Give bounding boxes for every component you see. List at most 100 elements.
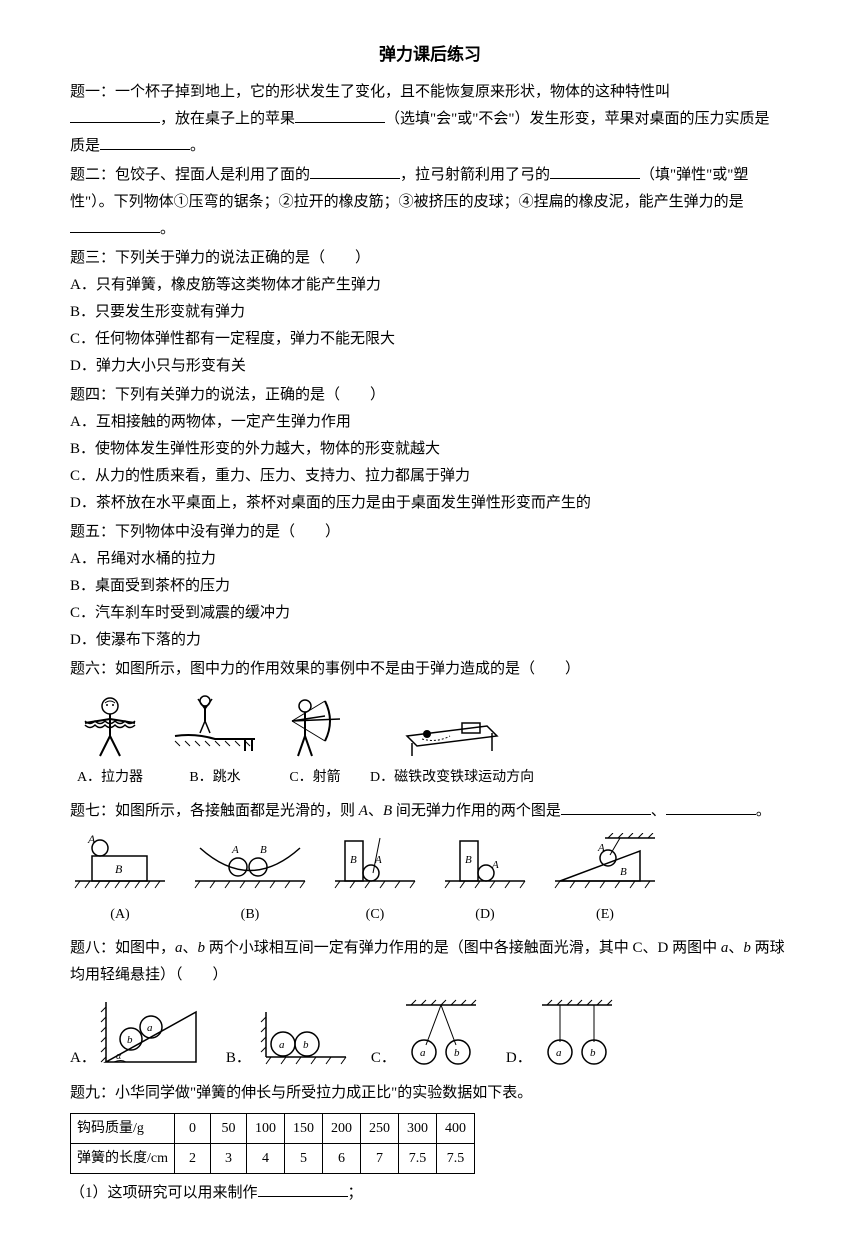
q9-sub1: （1）这项研究可以用来制作: [70, 1185, 258, 1201]
q7-fig-c-label: (C): [366, 902, 385, 927]
q8-opt-b-label: B．: [226, 1045, 251, 1072]
q1-blank2[interactable]: [295, 108, 385, 123]
question-9: 题九：小华同学做"弹簧的伸长与所受拉力成正比"的实验数据如下表。 钩码质量/g …: [70, 1080, 790, 1207]
svg-text:B: B: [115, 862, 123, 876]
q8-label: 题八：: [70, 940, 115, 956]
q1-text4: 。: [190, 138, 205, 154]
q8-b2: b: [743, 940, 751, 956]
table-row: 弹簧的长度/cm 2 3 4 5 6 7 7.5 7.5: [71, 1144, 475, 1174]
q8-diagram-d: a b: [532, 997, 622, 1072]
q7-blank1[interactable]: [561, 800, 651, 815]
q1-blank1[interactable]: [70, 108, 160, 123]
question-6: 题六：如图所示，图中力的作用效果的事例中不是由于弹力造成的是（） A．拉力器: [70, 656, 790, 790]
svg-text:a: a: [279, 1039, 285, 1051]
svg-text:A: A: [374, 854, 382, 866]
q7-text2: 、: [368, 803, 383, 819]
q7-diagram-d: B A: [440, 833, 530, 898]
svg-text:α: α: [116, 1051, 122, 1062]
q8-text3: 两个小球相互间一定有弹力作用的是（图中各接触面光滑，其中 C、D 两图中: [205, 940, 721, 956]
q5-stem-end: ）: [325, 524, 340, 540]
svg-text:b: b: [590, 1047, 596, 1059]
question-5: 题五：下列物体中没有弹力的是（） A．吊绳对水桶的拉力 B．桌面受到茶杯的压力 …: [70, 519, 790, 654]
q4-stem-end: ）: [370, 387, 385, 403]
q6-figures: A．拉力器 B．跳水: [70, 691, 790, 790]
q4-option-d: D．茶杯放在水平桌面上，茶杯对桌面的压力是由于桌面发生弹性形变而产生的: [70, 490, 790, 517]
question-7: 题七：如图所示，各接触面都是光滑的，则 A、B 间无弹力作用的两个图是、。 A …: [70, 798, 790, 927]
svg-text:b: b: [303, 1039, 309, 1051]
q5-label: 题五：: [70, 524, 115, 540]
q2-text2: ，拉弓射箭利用了弓的: [400, 167, 550, 183]
q1-blank3[interactable]: [100, 135, 190, 150]
svg-text:B: B: [465, 854, 472, 866]
q8-opt-a-label: A．: [70, 1045, 96, 1072]
q7-blank2[interactable]: [666, 800, 756, 815]
q2-blank3[interactable]: [70, 218, 160, 233]
q7-figure-a: A B (A): [70, 833, 170, 927]
svg-text:B: B: [260, 844, 267, 856]
q6-figure-d: D．磁铁改变铁球运动方向: [370, 701, 534, 790]
q2-label: 题二：: [70, 167, 115, 183]
q8-diagram-b: a b: [251, 1002, 351, 1072]
svg-text:A: A: [87, 833, 96, 846]
q9-sub1-end: ；: [348, 1185, 363, 1201]
q8-figure-c: C． a b: [371, 997, 486, 1072]
table-cell: 3: [211, 1144, 247, 1174]
q6-figure-b: B．跳水: [170, 691, 260, 790]
row2-header: 弹簧的长度/cm: [71, 1144, 175, 1174]
q5-option-c: C．汽车刹车时受到减震的缓冲力: [70, 600, 790, 627]
q7-fig-e-label: (E): [596, 902, 614, 927]
q2-blank2[interactable]: [550, 164, 640, 179]
pull-exerciser-icon: [70, 691, 150, 761]
q7-text3: 间无弹力作用的两个图是: [392, 803, 561, 819]
question-4: 题四：下列有关弹力的说法，正确的是（） A．互相接触的两物体，一定产生弹力作用 …: [70, 382, 790, 517]
table-cell: 7.5: [399, 1144, 437, 1174]
q8-text4: 、: [728, 940, 743, 956]
table-cell: 0: [175, 1113, 211, 1143]
table-cell: 4: [247, 1144, 285, 1174]
q3-option-c: C．任何物体弹性都有一定程度，弹力不能无限大: [70, 326, 790, 353]
table-cell: 400: [437, 1113, 475, 1143]
q7-figure-c: B A (C): [330, 833, 420, 927]
q8-text6: ）: [213, 967, 228, 983]
q9-sub1-blank[interactable]: [258, 1182, 348, 1197]
q7-diagram-b: A B: [190, 833, 310, 898]
q8-opt-c-label: C．: [371, 1045, 396, 1072]
q1-text3: （选填"会"或"不会"）发生形变，苹果对桌面的压力实质是: [385, 111, 770, 127]
table-cell: 2: [175, 1144, 211, 1174]
q3-label: 题三：: [70, 250, 115, 266]
table-cell: 7.5: [437, 1144, 475, 1174]
q3-option-b: B．只要发生形变就有弹力: [70, 299, 790, 326]
table-cell: 5: [285, 1144, 323, 1174]
q1-label: 题一：: [70, 84, 115, 100]
row1-header: 钩码质量/g: [71, 1113, 175, 1143]
table-cell: 300: [399, 1113, 437, 1143]
q7-diagram-e: A B: [550, 833, 660, 898]
q7-text5: 。: [756, 803, 771, 819]
q1-text1: 一个杯子掉到地上，它的形状发生了变化，且不能恢复原来形状，物体的这种特性叫: [115, 84, 670, 100]
q7-diagram-a: A B: [70, 833, 170, 898]
q4-label: 题四：: [70, 387, 115, 403]
page-title: 弹力课后练习: [70, 40, 790, 71]
svg-text:A: A: [597, 842, 605, 854]
q2-text1: 包饺子、捏面人是利用了面的: [115, 167, 310, 183]
q7-figure-e: A B (E): [550, 833, 660, 927]
table-cell: 50: [211, 1113, 247, 1143]
q7-fig-b-label: (B): [241, 902, 260, 927]
svg-text:a: a: [556, 1047, 562, 1059]
q6-opt-c-label: C．射箭: [289, 765, 340, 790]
svg-text:b: b: [127, 1034, 133, 1046]
q7-figure-d: B A (D): [440, 833, 530, 927]
q8-a1: a: [175, 940, 183, 956]
q8-figure-d: D． a b: [506, 997, 622, 1072]
question-2: 题二：包饺子、捏面人是利用了面的，拉弓射箭利用了弓的（填"弹性"或"塑性"）。下…: [70, 162, 790, 243]
magnet-ball-icon: [392, 701, 512, 761]
q6-label: 题六：: [70, 661, 115, 677]
q7-B: B: [383, 803, 392, 819]
q7-text4: 、: [651, 803, 666, 819]
q6-figure-a: A．拉力器: [70, 691, 150, 790]
q6-opt-b-label: B．跳水: [189, 765, 240, 790]
q2-blank1[interactable]: [310, 164, 400, 179]
table-cell: 7: [361, 1144, 399, 1174]
q7-label: 题七：: [70, 803, 115, 819]
q3-stem-end: ）: [355, 250, 370, 266]
